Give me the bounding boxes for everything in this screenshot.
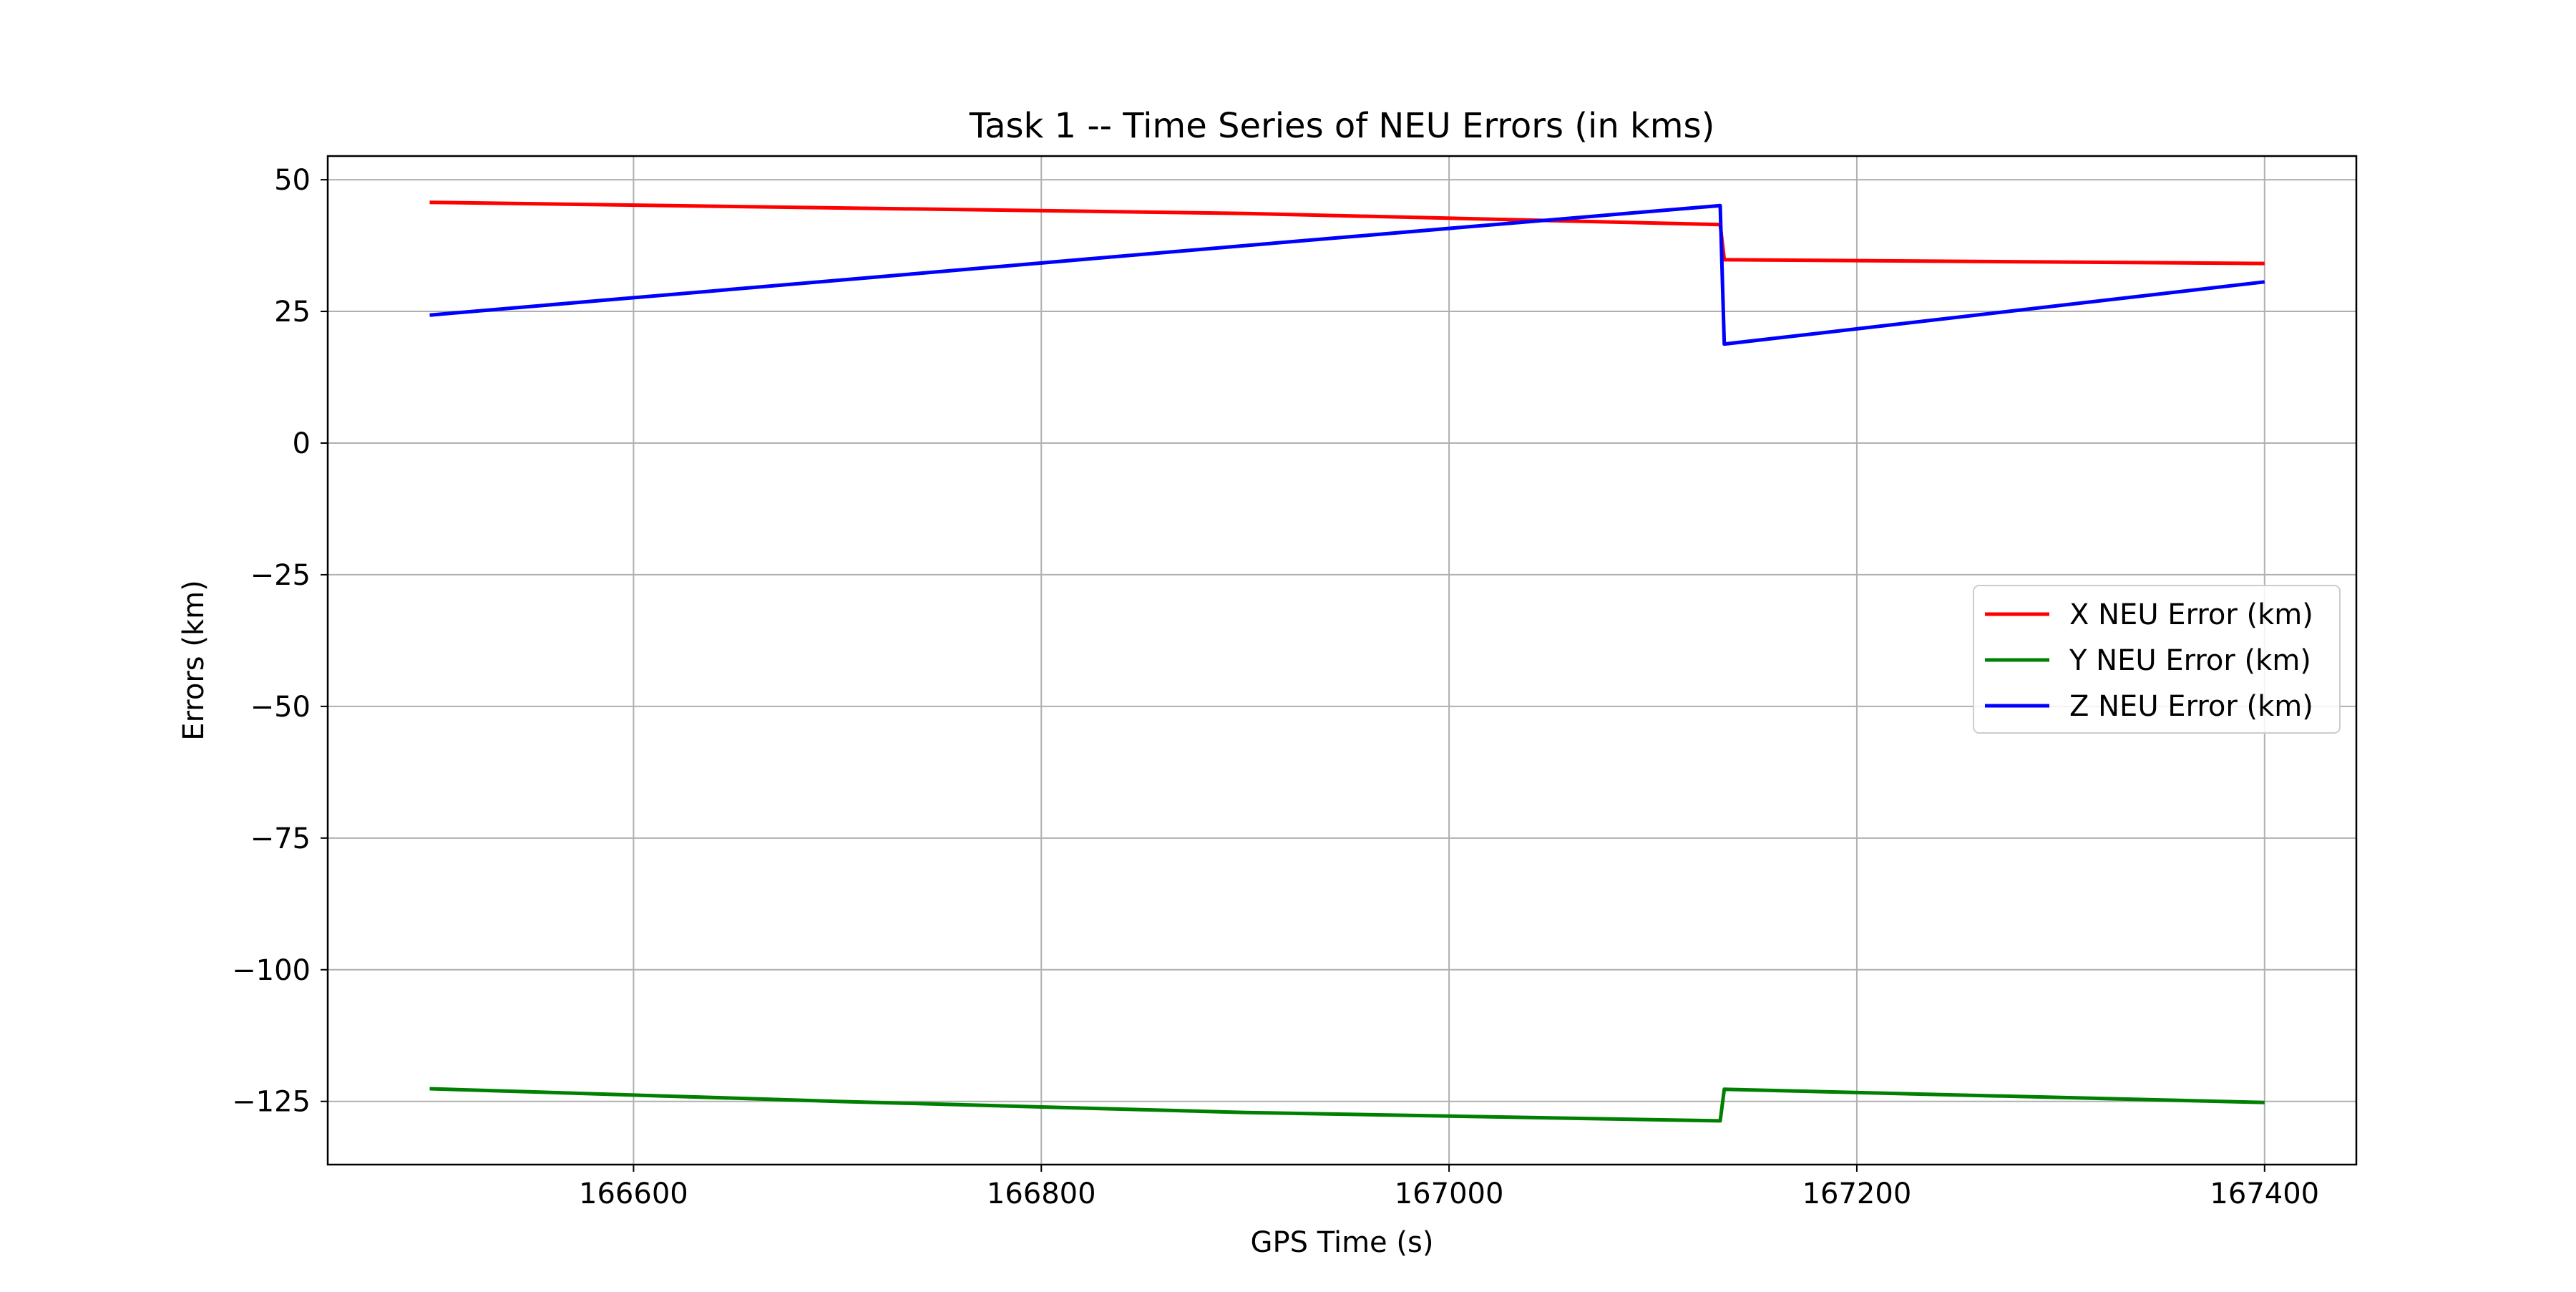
legend-label: X NEU Error (km) <box>2069 598 2313 631</box>
y-tick-label: −100 <box>232 954 311 987</box>
series-line-3 <box>429 203 2265 346</box>
y-axis-label: Errors (km) <box>177 580 210 740</box>
legend-box <box>1973 585 2341 734</box>
ticks-layer: 166600 166800 167000 167200 167400 50 25 0 −25 −5… <box>232 164 2319 1210</box>
series-layer <box>429 200 2265 1123</box>
legend-label: Y NEU Error (km) <box>2069 644 2311 677</box>
y-tick-label: −25 <box>250 559 311 592</box>
x-tick-label: 167200 <box>1802 1177 1912 1210</box>
plot-frame <box>326 155 2358 1166</box>
y-tick-label: −50 <box>250 691 311 724</box>
x-tick-label: 167400 <box>2210 1177 2319 1210</box>
x-axis-label: GPS Time (s) <box>1251 1226 1434 1259</box>
y-tick-label: −125 <box>232 1086 311 1119</box>
x-tick-label: 166800 <box>987 1177 1096 1210</box>
series-line-2 <box>429 1087 2265 1123</box>
chart-title: Task 1 -- Time Series of NEU Errors (in … <box>969 106 1715 146</box>
legend: X NEU Error (km) Y NEU Error (km) Z NEU Er… <box>1973 585 2341 734</box>
y-tick-label: −75 <box>250 822 311 855</box>
x-tick-label: 166600 <box>579 1177 688 1210</box>
y-tick-label: 0 <box>293 427 311 460</box>
y-tick-label: 50 <box>274 164 311 197</box>
legend-label: Z NEU Error (km) <box>2069 690 2313 723</box>
x-tick-label: 167000 <box>1395 1177 1504 1210</box>
y-tick-label: 25 <box>274 296 311 329</box>
